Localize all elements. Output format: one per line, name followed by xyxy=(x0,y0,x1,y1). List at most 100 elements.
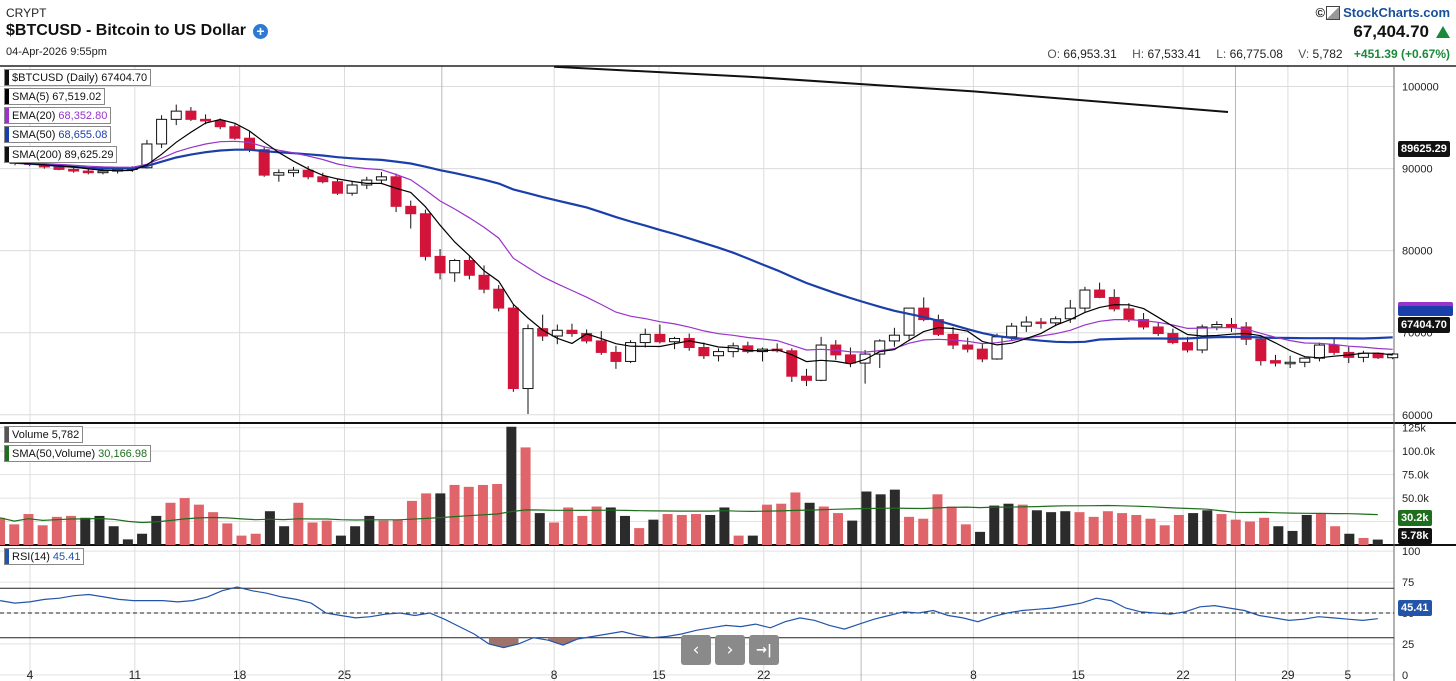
volume-bar xyxy=(847,520,858,545)
candle-body xyxy=(918,307,930,321)
candle-body xyxy=(258,149,270,176)
volume-bar xyxy=(861,491,872,545)
volume-bar xyxy=(548,522,559,545)
volume-bar xyxy=(1088,516,1099,545)
volume-bar xyxy=(293,502,304,545)
candle-body xyxy=(962,344,974,350)
candle-body xyxy=(976,348,988,360)
x-tick-label: 5 xyxy=(1344,668,1351,681)
add-icon[interactable]: + xyxy=(253,23,269,39)
candle-body xyxy=(229,126,241,139)
candle-body xyxy=(346,184,358,194)
legend-sma200: SMA(200) 89,625.29 xyxy=(4,146,118,163)
rsi-axis-tag: 45.41 xyxy=(1398,600,1432,616)
candle-body xyxy=(595,340,607,353)
scroll-right-button[interactable]: › xyxy=(715,635,745,665)
volume-bar xyxy=(577,515,588,545)
candle-body xyxy=(1211,324,1223,328)
chart-datetime: 04-Apr-2026 9:55pm xyxy=(6,46,107,58)
volume-bar xyxy=(1301,514,1312,545)
volume-bar xyxy=(1259,517,1270,545)
legend-sma50: SMA(50) 68,655.08 xyxy=(4,126,112,143)
price-axis-tag: 67404.70 xyxy=(1398,317,1450,333)
candle-body xyxy=(625,342,637,362)
candle-body xyxy=(1094,289,1106,298)
rsi-tick-label: 75 xyxy=(1402,577,1414,589)
volume-bar xyxy=(151,515,162,545)
volume-bar xyxy=(932,494,943,545)
x-tick-label: 25 xyxy=(338,668,352,681)
volume-bar xyxy=(1372,539,1383,545)
volume-bar xyxy=(506,426,517,545)
volume-bar xyxy=(1244,521,1255,545)
candle-body xyxy=(1035,321,1047,325)
rsi-oversold-fill xyxy=(548,637,578,646)
volume-bar xyxy=(818,506,829,545)
candle-body xyxy=(493,288,505,309)
legend-rsi: RSI(14) 45.41 xyxy=(4,548,85,565)
volume-bar xyxy=(1159,525,1170,545)
candle-body xyxy=(566,329,578,335)
volume-bar xyxy=(66,515,77,545)
change-value: +451.39 (+0.67%) xyxy=(1353,47,1450,61)
candle-body xyxy=(449,260,461,274)
candle-body xyxy=(1020,321,1032,327)
rsi-tick-label: 25 xyxy=(1402,639,1414,651)
candle-body xyxy=(1387,353,1399,359)
candle-body xyxy=(1123,308,1135,321)
volume-bar xyxy=(904,516,915,545)
open-value: 66,953.31 xyxy=(1063,47,1117,61)
volume-bar xyxy=(776,503,787,545)
candle-body xyxy=(331,181,343,194)
volume-bar xyxy=(1131,514,1142,545)
volume-bar xyxy=(762,504,773,545)
candle-body xyxy=(669,337,681,343)
candle-body xyxy=(874,340,886,355)
price-tick-label: 100000 xyxy=(1402,82,1439,94)
volume-bar xyxy=(1145,518,1156,545)
volume-axis-tag: 5.78k xyxy=(1398,528,1432,544)
candle-body xyxy=(742,345,754,353)
candle-body xyxy=(317,176,329,183)
volume-bar xyxy=(1287,530,1298,545)
sma50-line xyxy=(14,148,1393,344)
up-arrow-icon xyxy=(1436,26,1450,38)
scroll-left-button[interactable]: ‹ xyxy=(681,635,711,665)
candle-body xyxy=(859,353,871,364)
candle-body xyxy=(1182,342,1194,351)
axis-labels: 4 11 18 25 8 15 22 8 15 22 29 510000090000800007000… xyxy=(27,82,1439,681)
volume-bar xyxy=(520,447,531,545)
volume-bar xyxy=(1046,512,1057,545)
chart-title-text: $BTCUSD - Bitcoin to US Dollar xyxy=(6,22,247,39)
candle-body xyxy=(200,118,212,122)
volume-bar xyxy=(889,489,900,545)
volume-bar xyxy=(605,507,616,545)
volume-bar xyxy=(790,492,801,545)
candle-body xyxy=(375,176,387,181)
brand-block[interactable]: © StockCharts.com xyxy=(1315,5,1450,20)
price-tick-label: 60000 xyxy=(1402,410,1433,422)
candle-body xyxy=(800,375,812,381)
volume-bar xyxy=(634,528,645,545)
candle-body xyxy=(1050,318,1062,324)
volume-bar xyxy=(406,500,417,545)
volume-bar xyxy=(1216,514,1227,545)
legend-price: $BTCUSD (Daily) 67404.70 xyxy=(4,69,152,86)
candle-body xyxy=(463,260,475,276)
candle-body xyxy=(478,274,490,290)
sma200-axis-tag: 89625.29 xyxy=(1398,141,1450,157)
volume-bar xyxy=(165,502,176,545)
volume-bar xyxy=(1173,514,1184,545)
volume-bar xyxy=(264,511,275,545)
price-tick-label: 80000 xyxy=(1402,246,1433,258)
scroll-end-button[interactable]: →| xyxy=(749,635,779,665)
volume-bar xyxy=(250,533,261,545)
candle-body xyxy=(1299,357,1311,363)
volume-bar xyxy=(80,517,91,545)
x-tick-label: 22 xyxy=(757,668,771,681)
candle-body xyxy=(185,110,197,120)
volume-bar xyxy=(1344,533,1355,545)
volume-bar xyxy=(747,535,758,545)
candle-body xyxy=(302,169,314,178)
low-value: 66,775.08 xyxy=(1229,47,1283,61)
